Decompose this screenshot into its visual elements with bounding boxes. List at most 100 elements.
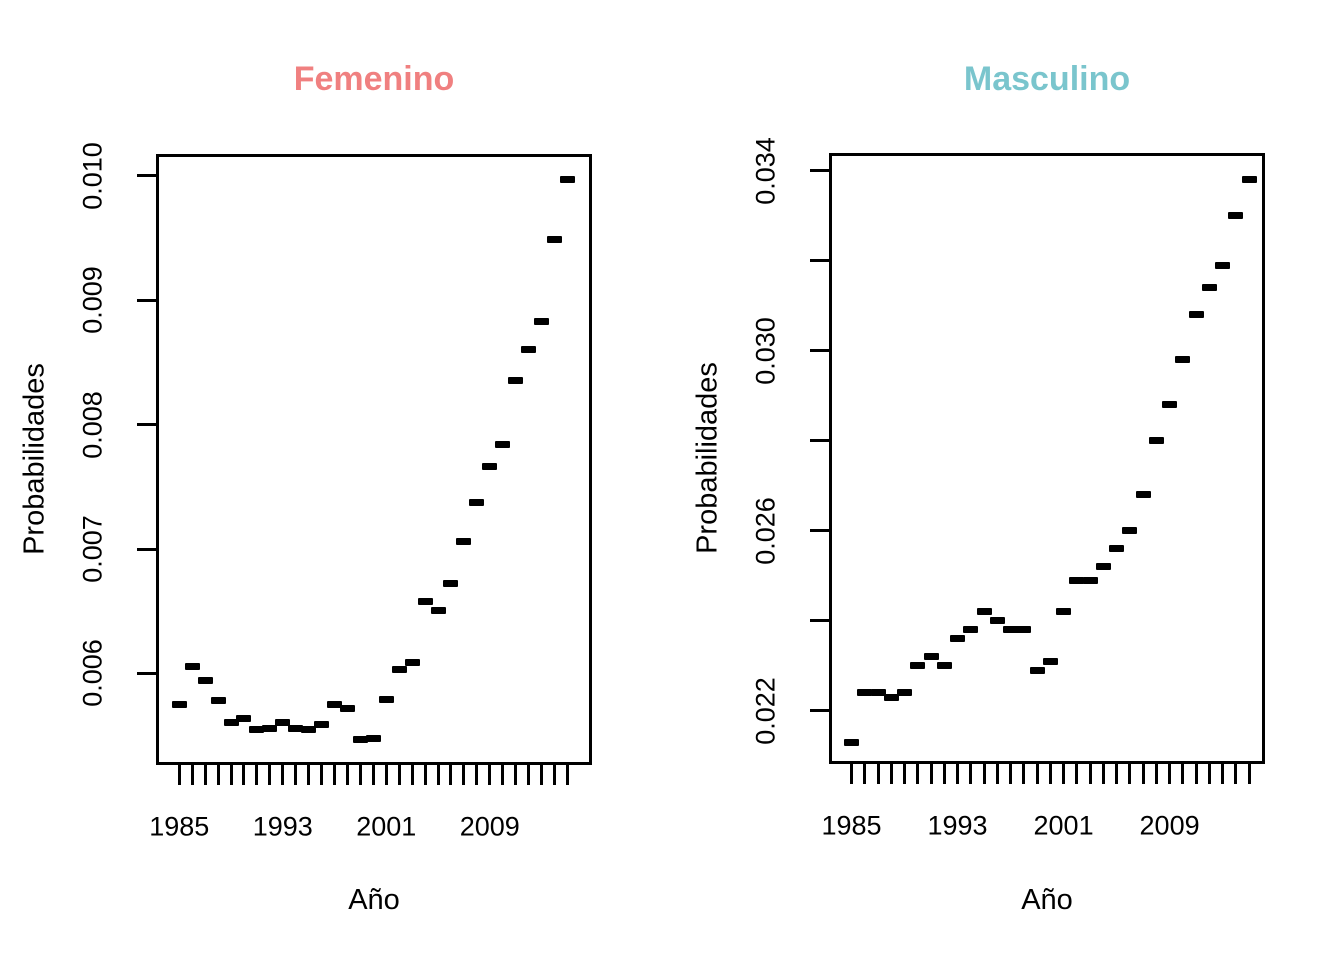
panel-title-femenino: Femenino [293,60,455,98]
x-tick-mark [462,765,466,785]
data-point-dash [1175,356,1191,364]
x-tick-mark [177,765,181,785]
x-tick-mark [514,765,518,785]
data-point-dash [456,538,472,546]
data-point-dash [936,662,952,670]
x-tick-label: 1985 [149,811,210,842]
x-tick-mark [995,764,999,784]
x-tick-mark [903,764,907,784]
data-point-dash [210,697,226,705]
data-point-dash [443,580,459,588]
plot-box [829,153,1265,764]
x-tick-mark [423,765,427,785]
data-point-dash [236,714,252,722]
data-point-dash [314,721,330,729]
y-tick-mark [810,439,829,443]
data-point-dash [1162,401,1178,409]
data-point-dash [1029,666,1045,674]
x-tick-mark [929,764,933,784]
x-tick-mark [527,765,531,785]
data-point-dash [546,235,562,243]
x-tick-label: 2009 [1139,810,1200,841]
y-tick-mark [810,619,829,623]
x-tick-mark [982,764,986,784]
data-point-dash [559,175,575,183]
data-point-dash [1095,563,1111,571]
data-point-dash [1201,284,1217,292]
x-tick-mark [294,765,298,785]
data-point-dash [910,662,926,670]
y-tick-label: 0.026 [750,497,781,565]
data-point-dash [1082,576,1098,584]
y-tick-label: 0.022 [750,677,781,745]
x-tick-mark [1101,764,1105,784]
y-tick-mark [137,423,156,427]
x-tick-mark [1035,764,1039,784]
x-tick-mark [1141,764,1145,784]
x-tick-mark [345,765,349,785]
y-tick-mark [810,169,829,173]
y-tick-mark [137,671,156,675]
x-tick-mark [320,765,324,785]
data-point-dash [508,377,524,385]
x-tick-mark [475,765,479,785]
x-tick-mark [1194,764,1198,784]
x-tick-mark [488,765,492,785]
x-tick-mark [942,764,946,784]
data-point-dash [1042,657,1058,665]
x-tick-mark [449,765,453,785]
data-point-dash [534,317,550,325]
data-point-dash [197,677,213,685]
data-point-dash [1122,527,1138,535]
x-tick-mark [1128,764,1132,784]
x-tick-mark [1154,764,1158,784]
x-tick-mark [889,764,893,784]
data-point-dash [288,724,304,732]
data-point-dash [339,704,355,712]
data-point-dash [1069,576,1085,584]
data-point-dash [976,608,992,616]
x-tick-mark [255,765,259,785]
data-point-dash [171,701,187,709]
data-point-dash [1228,212,1244,220]
x-tick-mark [203,765,207,785]
x-tick-mark [358,765,362,785]
x-tick-mark [1115,764,1119,784]
data-point-dash [391,666,407,674]
data-point-dash [897,689,913,697]
data-point-dash [223,718,239,726]
data-point-dash [923,653,939,661]
x-tick-mark [552,765,556,785]
y-tick-mark [810,529,829,533]
x-tick-mark [1168,764,1172,784]
panel-title-masculino: Masculino [963,60,1131,98]
data-point-dash [1109,545,1125,553]
data-point-dash [870,689,886,697]
x-tick-mark [501,765,505,785]
data-point-dash [275,718,291,726]
y-tick-mark [810,259,829,263]
x-tick-mark [436,765,440,785]
x-tick-mark [850,764,854,784]
x-tick-mark [384,765,388,785]
x-tick-mark [281,765,285,785]
data-point-dash [1056,608,1072,616]
x-tick-mark [1009,764,1013,784]
x-tick-mark [876,764,880,784]
x-tick-mark [863,764,867,784]
x-tick-mark [565,765,569,785]
data-point-dash [857,689,873,697]
y-tick-label: 0.030 [750,317,781,385]
x-axis-title: Año [1021,884,1073,916]
data-point-dash [1003,626,1019,634]
data-point-dash [989,617,1005,625]
data-point-dash [482,463,498,471]
x-tick-mark [397,765,401,785]
data-point-dash [378,696,394,704]
data-point-dash [844,738,860,746]
y-tick-mark [810,709,829,713]
x-tick-mark [540,765,544,785]
x-tick-mark [1075,764,1079,784]
x-tick-mark [190,765,194,785]
plot-box [156,154,592,765]
